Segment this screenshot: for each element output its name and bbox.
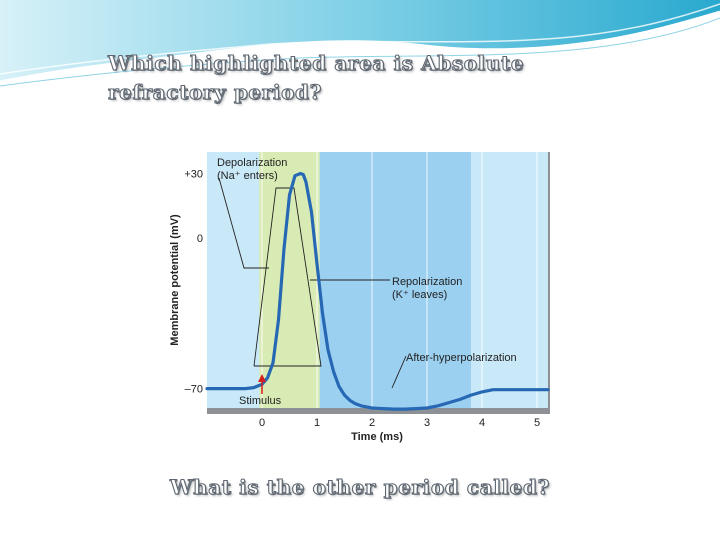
stimulus-label: Stimulus [239,395,282,407]
x-tick-label: 5 [534,417,540,429]
depolarization-label: Depolarization [217,157,287,169]
y-tick-label: 0 [197,233,203,245]
x-tick-label: 2 [369,417,375,429]
repolarization-sublabel: (K⁺ leaves) [392,289,447,301]
action-potential-chart: 0 1 2 3 4 5 +30 0 –70 Time (ms) Membrane potentia… [169,152,550,443]
spike-bracket-outline [253,187,322,367]
x-tick-label: 0 [259,417,265,429]
y-tick-label: +30 [184,169,203,181]
repolarization-label: Repolarization [392,276,462,288]
y-tick-label: –70 [185,384,203,396]
followup-question: What is the other period called? [169,474,550,499]
x-tick-label: 4 [479,417,485,429]
x-tick-label: 1 [314,417,320,429]
after-hyperpolarization-label: After-hyperpolarization [406,352,517,364]
stimulus-arrow-head [258,374,266,382]
membrane-potential-line [205,171,550,411]
depolarization-sublabel: (Na⁺ enters) [217,170,278,182]
depolarization-leader-line [218,177,269,269]
y-axis-label: Membrane potential (mV) [169,214,181,346]
x-axis-label: Time (ms) [351,431,403,443]
x-tick-label: 3 [424,417,430,429]
action-potential-figure: 0 1 2 3 4 5 +30 0 –70 Time (ms) Membrane potentia… [144,118,576,460]
question-title: Which highlighted area is Absolute refra… [107,50,525,104]
hyperpolarization-leader-line [391,355,407,389]
